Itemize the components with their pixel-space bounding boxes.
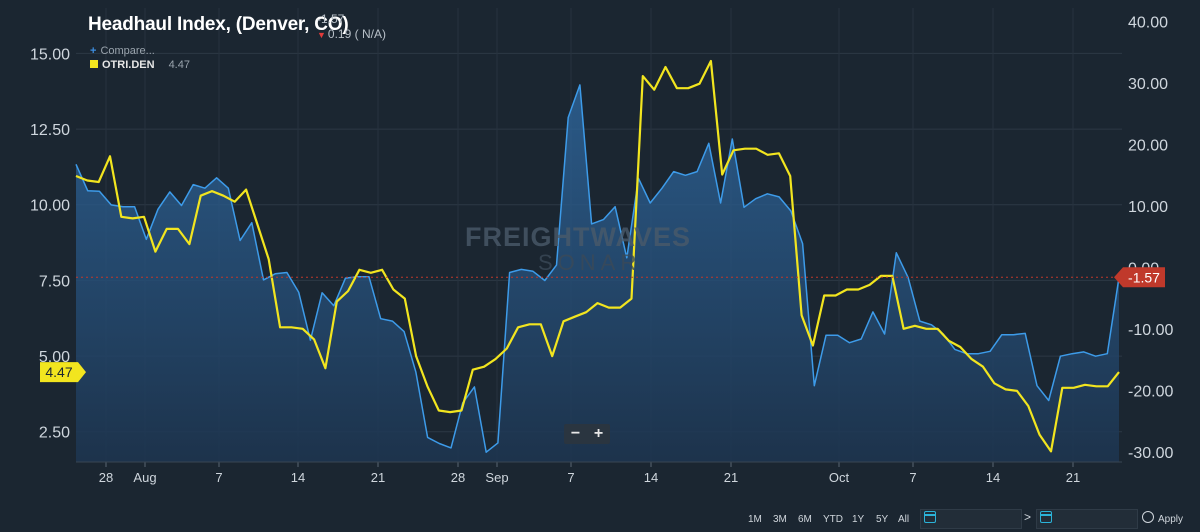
chart-title: Headhaul Index, (Denver, CO): [88, 14, 349, 35]
x-tick-label: 21: [724, 470, 738, 485]
chart-plot[interactable]: 2.50 5.00 7.50 10.00 12.50 15.00 -30.00 -20.00 -…: [0, 0, 1200, 500]
watermark-sonar-text: SONAR: [538, 250, 642, 275]
zoom-in-button[interactable]: +: [593, 425, 604, 442]
x-tick-label: 7: [215, 470, 222, 485]
right-tick-label: -20.00: [1128, 384, 1173, 401]
end-date-field[interactable]: [1036, 509, 1138, 529]
left-current-label: 4.47: [45, 364, 72, 380]
range-ytd-button[interactable]: YTD: [823, 514, 843, 525]
x-tick-label: 14: [644, 470, 658, 485]
axis-layer: 2.50 5.00 7.50 10.00 12.50 15.00 -30.00 -20.00 -…: [30, 15, 1174, 485]
x-tick-label: 28: [451, 470, 465, 485]
chart-area[interactable]: 2.50 5.00 7.50 10.00 12.50 15.00 -30.00 -20.00 -…: [0, 0, 1200, 500]
start-date-field[interactable]: [920, 509, 1022, 529]
range-6m-button[interactable]: 6M: [798, 514, 812, 525]
x-tick-label: 7: [567, 470, 574, 485]
x-tick-label: Sep: [485, 470, 508, 485]
current-value: -1.57: [317, 12, 345, 26]
right-tick-label: 10.00: [1128, 199, 1168, 216]
series-area-headhaul: [76, 84, 1119, 463]
right-tick-label: 40.00: [1128, 15, 1168, 32]
x-tick-label: 21: [371, 470, 385, 485]
left-tick-label: 5.00: [39, 349, 70, 366]
compare-label: Compare...: [100, 45, 155, 57]
compare-button[interactable]: + Compare...: [90, 45, 155, 57]
down-triangle-icon: ▼: [317, 30, 326, 40]
range-1y-button[interactable]: 1Y: [852, 514, 865, 525]
range-all-button[interactable]: All: [898, 514, 910, 525]
range-3m-button[interactable]: 3M: [773, 514, 787, 525]
legend-otri-den[interactable]: OTRI.DEN 4.47: [90, 59, 190, 71]
left-current-tag: [40, 362, 86, 383]
left-tick-label: 7.50: [39, 273, 70, 290]
left-tick-label: 12.50: [30, 122, 70, 139]
left-tick-label: 10.00: [30, 198, 70, 215]
x-tick-label: 14: [291, 470, 305, 485]
x-tick-label: 28: [99, 470, 113, 485]
series-line-otri-den: [75, 59, 1120, 453]
legend-value: 4.47: [168, 59, 190, 71]
calendar-icon[interactable]: [924, 511, 936, 523]
zoom-controls: − +: [564, 424, 610, 444]
right-tick-label: -10.00: [1128, 322, 1173, 339]
change-text: 0.19 ( N/A): [327, 27, 386, 41]
right-tick-label: 30.00: [1128, 76, 1168, 93]
x-tick-label: Oct: [829, 470, 850, 485]
right-current-label: -1.57: [1128, 269, 1160, 285]
change-value: ▼ 0.19 ( N/A): [317, 27, 386, 41]
range-1m-button[interactable]: 1M: [748, 514, 762, 525]
x-tick-label: 7: [909, 470, 916, 485]
x-tick-label: Aug: [133, 470, 156, 485]
plot-layer: [75, 59, 1120, 463]
right-tick-label: -30.00: [1128, 445, 1173, 462]
date-range-separator: >: [1024, 510, 1032, 524]
zoom-out-button[interactable]: −: [570, 425, 581, 442]
left-tick-label: 2.50: [39, 425, 70, 442]
apply-check-icon[interactable]: [1142, 511, 1154, 523]
legend-swatch: [90, 60, 98, 68]
legend-label: OTRI.DEN: [102, 59, 155, 71]
x-tick-label: 21: [1066, 470, 1080, 485]
range-5y-button[interactable]: 5Y: [876, 514, 889, 525]
watermark-logo-text: FREIGHTWAVES: [465, 222, 692, 252]
left-tick-label: 15.00: [30, 46, 70, 63]
x-tick-label: 14: [986, 470, 1000, 485]
calendar-icon[interactable]: [1040, 511, 1052, 523]
right-tick-label: 20.00: [1128, 138, 1168, 155]
right-current-tag: [1114, 267, 1165, 288]
plus-icon: +: [90, 45, 97, 57]
apply-button[interactable]: Apply: [1158, 514, 1184, 525]
